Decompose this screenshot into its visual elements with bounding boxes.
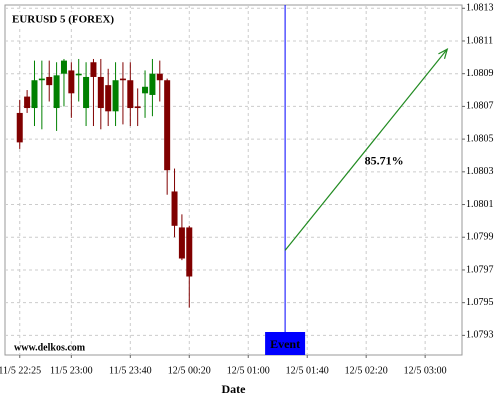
event-box <box>265 332 306 355</box>
candle-body <box>134 106 141 109</box>
x-tick-label: 11/5 23:40 <box>109 365 152 376</box>
candle-body <box>46 76 53 86</box>
y-tick-label: 1.0813 <box>466 3 494 14</box>
candle-body <box>97 76 104 109</box>
title-bg <box>8 12 118 28</box>
arrow-head <box>438 47 449 59</box>
x-tick-label: 12/5 03:00 <box>404 365 447 376</box>
y-tick-label: 1.0801 <box>466 199 494 210</box>
prediction-label: 85.71% <box>365 153 404 167</box>
y-tick-label: 1.0807 <box>466 101 494 112</box>
y-tick-label: 1.0795 <box>466 297 494 308</box>
x-tick-label: 12/5 00:20 <box>168 365 211 376</box>
candle-body <box>127 80 134 109</box>
candle-body <box>112 80 119 112</box>
candle-body <box>164 80 171 171</box>
candle-body <box>178 227 185 259</box>
y-tick-label: 1.0803 <box>466 166 494 177</box>
x-tick-label: 12/5 02:20 <box>345 365 388 376</box>
candle-body <box>142 86 149 94</box>
x-axis-label: Date <box>222 382 247 396</box>
candle-body <box>75 73 82 76</box>
candle-body <box>16 112 23 143</box>
y-tick-label: 1.0805 <box>466 133 494 144</box>
y-tick-label: 1.0793 <box>466 330 494 341</box>
y-tick-label: 1.0799 <box>466 232 494 243</box>
candle-body <box>38 78 45 81</box>
candle-body <box>53 75 60 109</box>
candle-body <box>90 62 97 77</box>
x-tick-label: 12/5 01:40 <box>286 365 329 376</box>
watermark: www.delkos.com <box>14 342 86 353</box>
candle-body <box>24 96 31 109</box>
candle-body <box>31 80 38 109</box>
x-tick-label: 11/5 22:25 <box>0 365 41 376</box>
chart-title: EURUSD 5 (FOREX) <box>12 14 114 26</box>
candle-body <box>119 78 126 81</box>
y-tick-label: 1.0811 <box>466 35 493 46</box>
x-tick-label: 11/5 23:00 <box>50 365 93 376</box>
event-label: Event <box>270 337 300 351</box>
candle-body <box>171 191 178 226</box>
plot-area <box>4 4 463 356</box>
y-tick-label: 1.0797 <box>466 264 494 275</box>
candle-body <box>186 227 193 277</box>
candle-body <box>68 70 75 94</box>
prediction-arrow <box>284 48 448 251</box>
candle-body <box>60 60 67 74</box>
candle-body <box>83 76 90 109</box>
candle-body <box>105 85 112 112</box>
candle-body <box>156 73 163 81</box>
candle-body <box>149 73 156 95</box>
y-tick-label: 1.0809 <box>466 68 494 79</box>
x-tick-label: 12/5 01:00 <box>227 365 270 376</box>
